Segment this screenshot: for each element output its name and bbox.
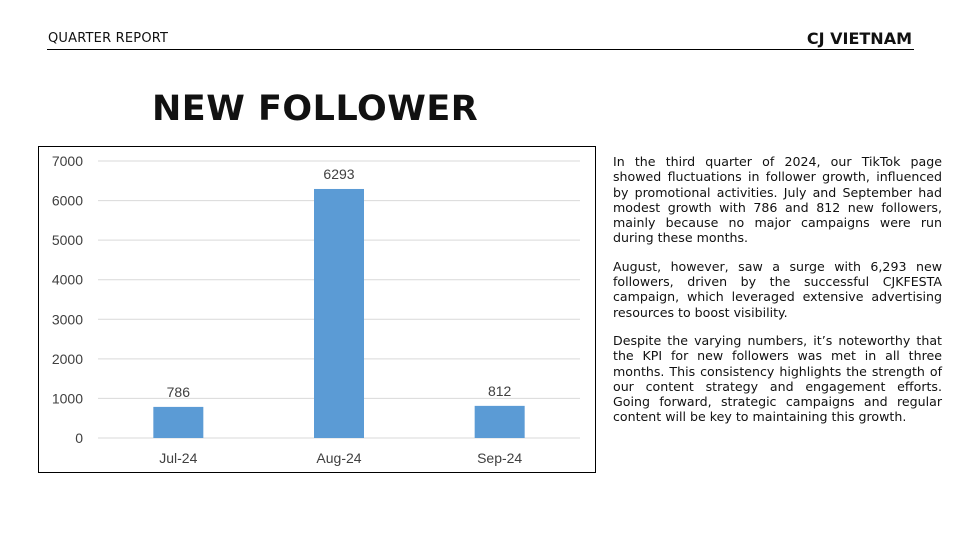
data-label: 6293 [323, 166, 354, 182]
company-name: CJ VIETNAM [806, 29, 912, 48]
commentary-paragraph-2: August, however, saw a surge with 6,293 … [613, 258, 942, 320]
slide-title: NEW FOLLOWER [152, 89, 479, 129]
y-tick-label: 4000 [52, 272, 83, 288]
x-tick-label: Aug-24 [316, 450, 361, 466]
report-type-label: QUARTER REPORT [48, 31, 169, 46]
commentary: In the third quarter of 2024, our TikTok… [613, 154, 942, 438]
x-tick-label: Sep-24 [477, 450, 522, 466]
header-divider [47, 49, 914, 50]
commentary-paragraph-3: Despite the varying numbers, it’s notewo… [613, 332, 942, 425]
y-tick-label: 2000 [52, 351, 83, 367]
bar [153, 406, 204, 438]
y-tick-label: 0 [75, 430, 83, 446]
y-tick-label: 5000 [52, 232, 83, 248]
y-tick-label: 7000 [52, 153, 83, 169]
y-tick-label: 1000 [52, 390, 83, 406]
x-tick-label: Jul-24 [159, 450, 197, 466]
bar [474, 405, 525, 438]
y-tick-label: 6000 [52, 193, 83, 209]
chart-frame: 0 1000 2000 3000 4000 5000 6000 7000 786 Jul-24 62… [38, 146, 596, 473]
y-tick-label: 3000 [52, 311, 83, 327]
new-follower-bar-chart: 0 1000 2000 3000 4000 5000 6000 7000 786 Jul-24 62… [52, 153, 580, 466]
data-label: 786 [167, 384, 191, 400]
bar [314, 188, 364, 438]
data-label: 812 [488, 383, 512, 399]
commentary-paragraph-1: In the third quarter of 2024, our TikTok… [613, 154, 942, 246]
